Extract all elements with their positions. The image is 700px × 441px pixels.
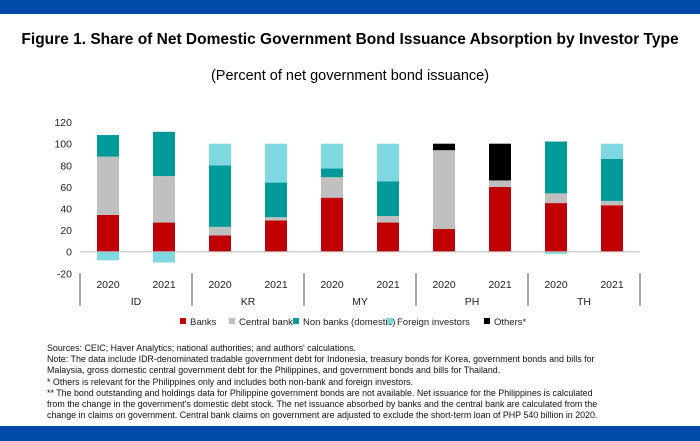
x-tick-label: 2021 (600, 279, 624, 291)
x-tick-label: 2020 (544, 279, 568, 291)
bar-segment-foreign-investors (321, 143, 343, 169)
note-line: Note: The data include IDR-denominated t… (47, 354, 595, 365)
bar-segment-banks (545, 203, 567, 252)
bar-segment-non-banks-domestic (321, 168, 343, 178)
legend-swatch (229, 318, 235, 324)
bottom-banner (0, 426, 700, 441)
bar-segment-foreign-investors (377, 143, 399, 182)
bar-segment-non-banks-domestic (153, 131, 175, 177)
x-tick-label: 2020 (208, 279, 232, 291)
chart-title: Figure 1. Share of Net Domestic Governme… (21, 31, 679, 48)
bar-segment-central-bank (209, 226, 231, 236)
legend-label: Others* (494, 317, 527, 328)
x-tick-label: 2020 (320, 279, 344, 291)
legend-swatch (484, 318, 490, 324)
x-tick-label: 2020 (96, 279, 120, 291)
x-tick-label: 2021 (264, 279, 288, 291)
bar-segment-banks (377, 222, 399, 252)
y-tick-label: 0 (66, 247, 72, 259)
bar-segment-banks (209, 235, 231, 252)
legend-label: Non banks (domestic) (303, 317, 395, 328)
legend-label: Banks (190, 317, 217, 328)
x-tick-label: 2021 (152, 279, 176, 291)
legend-swatch (293, 318, 299, 324)
bar-segment-central-bank (153, 176, 175, 223)
y-tick-label: 80 (60, 160, 72, 172)
bar-segment-foreign-investors (97, 251, 119, 261)
bar-segment-non-banks-domestic (377, 181, 399, 217)
bar-segment-non-banks-domestic (601, 158, 623, 201)
y-tick-label: -20 (57, 268, 72, 280)
bar-segment-non-banks-domestic (265, 182, 287, 218)
x-tick-label: 2021 (376, 279, 400, 291)
bar-segment-banks (433, 229, 455, 252)
legend-label: Foreign investors (397, 317, 470, 328)
bar-segment-central-bank (377, 216, 399, 223)
note-line: * Others is relevant for the Philippines… (47, 376, 414, 387)
y-tick-label: 40 (60, 204, 72, 216)
bar-segment-foreign-investors (601, 143, 623, 159)
bar-segment-foreign-investors (545, 251, 567, 254)
bar-segment-foreign-investors (153, 251, 175, 263)
group-label: PH (465, 296, 480, 308)
bar-segment-others (489, 143, 511, 181)
x-tick-label: 2021 (488, 279, 512, 291)
bar-segment-banks (321, 197, 343, 252)
x-tick-label: 2020 (432, 279, 456, 291)
legend-label: Central bank (239, 317, 293, 328)
bar-segment-banks (97, 214, 119, 252)
bar-segment-non-banks-domestic (97, 135, 119, 157)
top-banner (0, 0, 700, 14)
group-label: KR (241, 296, 256, 308)
bar-segment-foreign-investors (265, 143, 287, 183)
legend-swatch (180, 318, 186, 324)
chart-subtitle: (Percent of net government bond issuance… (210, 68, 490, 84)
note-line: change in claims on government. Central … (47, 410, 598, 421)
bar-segment-foreign-investors (209, 143, 231, 166)
y-tick-label: 20 (60, 225, 72, 237)
bar-segment-banks (489, 186, 511, 252)
legend-swatch (387, 318, 393, 324)
note-line: Sources: CEIC; Haver Analytics; national… (47, 343, 357, 353)
note-line: ** The bond outstanding and holdings dat… (47, 387, 593, 398)
bar-segment-central-bank (321, 177, 343, 198)
bar-segment-banks (265, 220, 287, 252)
stacked-bar-chart: -20 0 20 40 60 80 100 120 2020 2021 2020 2021 2020 20… (54, 117, 641, 328)
bar-segment-central-bank (489, 180, 511, 187)
bar-segment-banks (153, 222, 175, 252)
group-label: MY (352, 296, 368, 308)
bar-segment-central-bank (545, 193, 567, 204)
bar-segment-central-bank (601, 200, 623, 206)
bar-segment-non-banks-domestic (545, 141, 567, 194)
note-line: from the change in the government's dome… (47, 399, 598, 410)
bar-segment-non-banks-domestic (209, 165, 231, 227)
note-line: Malaysia, gross domestic central governm… (47, 365, 501, 376)
bar-segment-others (433, 143, 455, 151)
y-tick-label: 100 (54, 139, 72, 151)
bar-segment-banks (601, 205, 623, 252)
y-tick-label: 60 (60, 182, 72, 194)
group-label: TH (577, 296, 591, 308)
bar-segment-central-bank (97, 156, 119, 215)
bar-segment-central-bank (265, 217, 287, 221)
y-tick-label: 120 (54, 117, 72, 129)
notes: Sources: CEIC; Haver Analytics; national… (47, 343, 687, 421)
group-label: ID (131, 296, 142, 308)
bar-segment-central-bank (433, 150, 455, 230)
